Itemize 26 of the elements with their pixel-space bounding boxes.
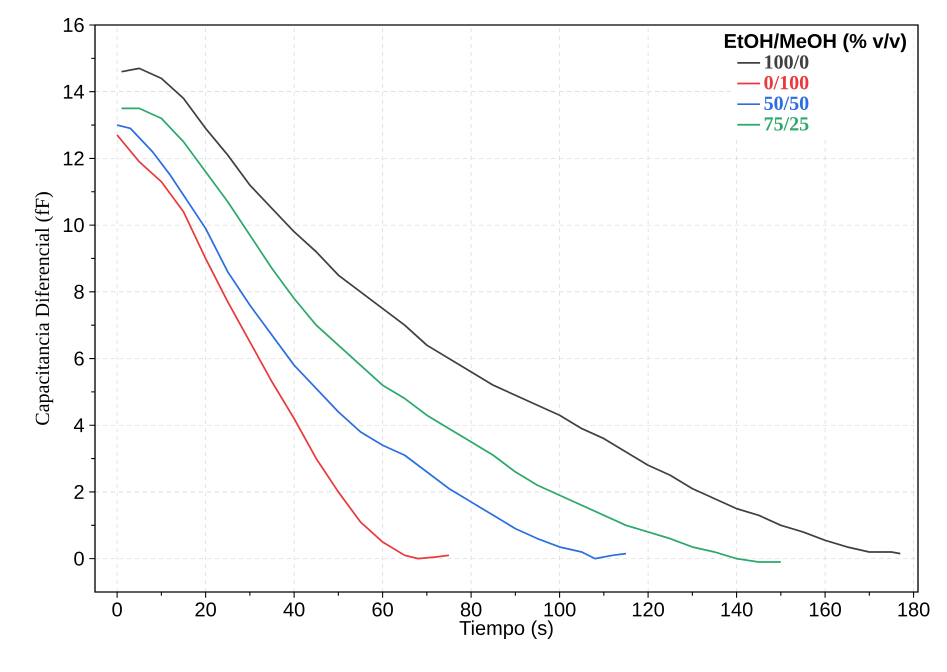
legend-label: 0/100	[764, 76, 808, 90]
y-tick-label: 14	[64, 84, 84, 99]
x-tick-label: 80	[460, 602, 482, 617]
x-tick-label: 20	[196, 602, 216, 617]
y-axis-title: Capacitancia Diferencial (fF)	[34, 192, 54, 425]
y-tick-label: 4	[74, 418, 84, 432]
legend-label: 100/0	[765, 55, 808, 69]
y-tick-label: 6	[74, 351, 84, 366]
legend-label: 75/25	[764, 117, 808, 131]
y-tick-label: 0	[74, 552, 84, 566]
x-tick-label: 40	[283, 602, 304, 617]
x-tick-label: 120	[632, 602, 664, 617]
y-tick-label: 2	[74, 484, 84, 499]
y-tick-label: 10	[64, 218, 84, 232]
x-tick-label: 100	[544, 602, 576, 617]
x-tick-label: 180	[898, 602, 930, 617]
x-tick-label: 0	[112, 602, 122, 617]
y-tick-label: 12	[64, 151, 84, 166]
y-tick-label: 8	[74, 284, 84, 299]
x-tick-label: 160	[810, 602, 841, 617]
legend-label: 50/50	[764, 96, 808, 110]
y-tick-label: 16	[64, 18, 84, 32]
x-tick-label: 60	[372, 602, 393, 617]
x-tick-label: 140	[721, 602, 752, 617]
x-axis-title: Tiempo (s)	[460, 620, 553, 640]
legend-title: EtOH/MeOH (% v/v)	[724, 33, 906, 52]
